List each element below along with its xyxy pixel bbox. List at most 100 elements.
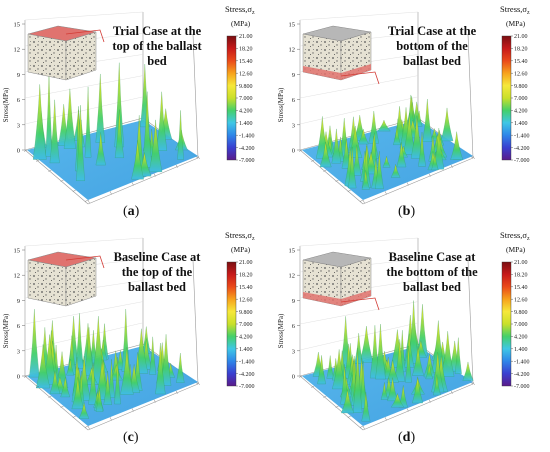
floor-tick xyxy=(472,155,475,160)
panel-b: 0 3 6 9 12 15 Stress(MPa) 21.00 18.20 15.40 12.60 9… xyxy=(277,4,530,205)
stress-peak xyxy=(404,333,415,368)
colorbar-tick-label: -7.000 xyxy=(239,158,255,164)
stress-peak xyxy=(362,146,371,188)
colorbar-title: Stress,σz xyxy=(500,230,530,242)
stress-peak xyxy=(408,300,419,364)
stress-peak xyxy=(60,377,71,398)
stress-peak xyxy=(433,128,445,170)
z-tick-label: 6 xyxy=(292,323,296,330)
stress-peak xyxy=(361,170,370,190)
stress-peak xyxy=(49,370,61,394)
z-tick-label: 3 xyxy=(17,122,20,129)
stress-peak xyxy=(441,331,455,377)
colorbar-title-sub: z xyxy=(527,10,530,16)
stress-peak xyxy=(380,382,388,400)
colorbar-tick-label: 7.000 xyxy=(514,322,528,328)
colorbar-unit: (MPa) xyxy=(506,19,526,28)
box-front-face xyxy=(27,33,67,81)
floor-tick xyxy=(72,189,76,192)
floor-tick xyxy=(450,390,453,394)
stress-peak xyxy=(49,99,60,164)
stress-peak xyxy=(149,336,157,375)
stress-peak xyxy=(177,110,184,160)
colorbar-tick-label: -4.200 xyxy=(239,146,255,152)
floor-tick xyxy=(347,415,351,418)
floor-tick xyxy=(335,179,339,182)
axis-edge xyxy=(192,33,199,159)
colorbar-title-sub: z xyxy=(527,236,530,242)
colorbar-tick-label: 18.20 xyxy=(514,47,528,53)
stress-peak xyxy=(412,376,423,404)
stress-peak xyxy=(361,392,371,422)
stress-surface xyxy=(29,309,185,419)
stress-peak xyxy=(431,153,439,171)
floor-tick xyxy=(323,169,327,172)
stress-peak xyxy=(63,88,76,149)
floor-tick xyxy=(36,159,40,162)
colorbar-tick-label: 9.800 xyxy=(514,84,528,90)
z-tick-label: 6 xyxy=(17,97,21,104)
stress-peak xyxy=(45,72,53,157)
colorbar-tick-label: 21.00 xyxy=(514,34,528,40)
floor-tick xyxy=(450,164,453,168)
colorbar-tick-label: 4.200 xyxy=(514,335,528,341)
floor-tick xyxy=(472,381,475,386)
colorbar xyxy=(501,35,512,161)
z-tick-label: 6 xyxy=(17,323,21,330)
stress-peak xyxy=(348,125,363,158)
ballast-bed-box xyxy=(27,251,105,307)
stress-surface xyxy=(312,300,474,422)
stress-surface xyxy=(33,62,188,181)
stress-peak xyxy=(142,91,153,168)
floor-tick xyxy=(335,405,339,408)
colorbar-tick-label: 1.400 xyxy=(239,121,253,127)
colorbar-tick-label: 1.400 xyxy=(514,347,528,353)
floor-tick xyxy=(347,189,351,192)
floor-tick xyxy=(23,375,28,378)
z-tick-label: 9 xyxy=(17,298,20,305)
z-tick-label: 15 xyxy=(289,248,296,255)
colorbar xyxy=(226,35,237,161)
stress-peak xyxy=(348,146,357,189)
stress-peak xyxy=(121,309,130,372)
colorbar-tick-label: 15.40 xyxy=(514,285,528,291)
callout-line xyxy=(340,71,380,85)
axis-edge xyxy=(24,375,89,431)
floor-tick xyxy=(197,381,200,386)
floor-tick xyxy=(36,385,40,388)
stress-peak xyxy=(422,99,433,142)
box-bottom-highlight xyxy=(303,290,371,306)
stress-surface xyxy=(316,94,463,190)
stress-peak xyxy=(317,355,326,385)
stress-peak xyxy=(393,127,401,145)
floor-tick xyxy=(428,399,431,403)
case-label: Baseline Case at the top of the ballast be… xyxy=(98,250,216,295)
case-label-line: ballast bed xyxy=(402,54,461,68)
floor-tick xyxy=(87,425,90,430)
colorbar-title-sub: z xyxy=(252,10,255,16)
stress-peak xyxy=(382,156,391,168)
colorbar-tick-label: 7.000 xyxy=(239,322,253,328)
colorbar-tick-label: 9.800 xyxy=(514,310,528,316)
floor-tick xyxy=(48,395,52,398)
floor-tick xyxy=(428,173,431,177)
grid-line xyxy=(24,11,144,21)
panel-label: (b) xyxy=(398,204,416,219)
z-tick-label: 15 xyxy=(14,248,21,255)
z-tick-label: 3 xyxy=(292,122,295,129)
z-tick-label: 3 xyxy=(292,348,295,355)
stress-peak xyxy=(131,140,144,180)
colorbar-tick-label: 21.00 xyxy=(239,260,253,266)
stress-peak xyxy=(358,129,369,145)
stress-peak xyxy=(84,327,94,376)
panel-label: (a) xyxy=(123,204,140,219)
grid-line xyxy=(299,11,419,21)
case-label-line: top of the ballast xyxy=(112,39,202,53)
z-tick-label: 9 xyxy=(292,298,295,305)
colorbar-tick-label: -7.000 xyxy=(514,158,530,164)
stress-peak xyxy=(394,339,406,382)
callout-line xyxy=(65,255,105,269)
stress-peak xyxy=(71,377,85,409)
floor-tick xyxy=(298,375,303,378)
floor-tick xyxy=(131,182,134,186)
